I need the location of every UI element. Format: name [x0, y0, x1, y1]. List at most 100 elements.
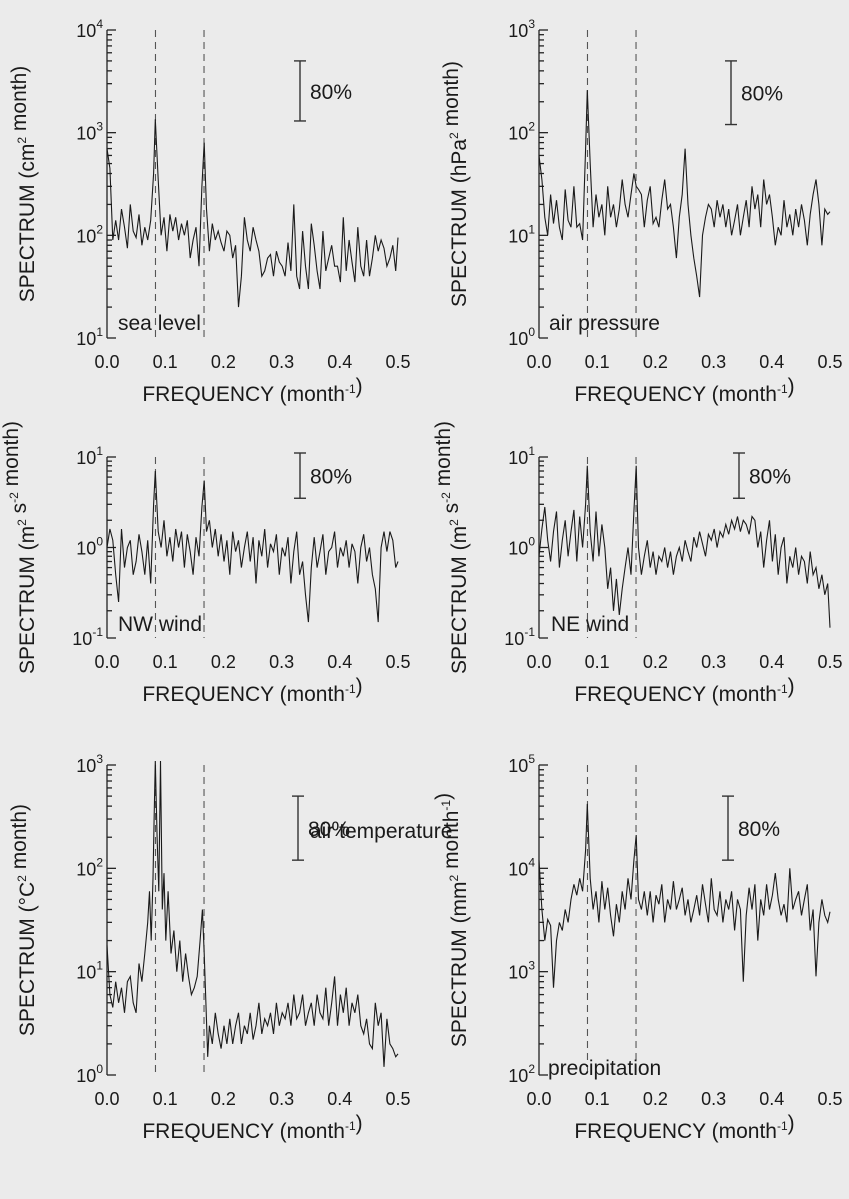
confidence-bar	[722, 795, 734, 861]
x-tick-label: 0.1	[153, 352, 178, 372]
x-tick-label: 0.4	[759, 352, 784, 372]
panel-label: NW wind	[118, 613, 202, 636]
y-tick-label: 102	[76, 855, 103, 879]
y-axis-label: SPECTRUM (cm2 month)	[8, 66, 39, 303]
confidence-label: 80%	[310, 466, 352, 489]
panel-label: precipitation	[548, 1057, 661, 1080]
x-tick-label: 0.1	[585, 352, 610, 372]
y-tick-label: 104	[508, 855, 535, 879]
panel-label: air pressure	[549, 312, 660, 335]
y-tick-label: 103	[76, 120, 103, 144]
y-tick-label: 103	[508, 17, 535, 41]
spectrum-line	[106, 470, 399, 623]
spectrum-panel-3: 10-1 100 101 0.0 0.1 0.2 0.3 0.4 0.5 FREQUENCY (m…	[0, 421, 411, 706]
x-tick-label: 0.5	[385, 1089, 410, 1109]
x-tick-label: 0.2	[643, 1089, 668, 1109]
y-tick-label: 100	[508, 325, 535, 349]
spectrum-line	[106, 760, 399, 1067]
x-tick-label: 0.1	[585, 652, 610, 672]
y-tick-label: 105	[508, 752, 535, 776]
y-tick-label: 100	[76, 535, 103, 559]
y-tick-label: 102	[508, 1062, 535, 1086]
x-tick-label: 0.2	[211, 652, 236, 672]
y-tick-label: 103	[508, 959, 535, 983]
x-tick-label: 0.0	[526, 352, 551, 372]
y-axis-label: SPECTRUM (°C2 month)	[8, 804, 39, 1036]
y-tick-label: 10-1	[504, 625, 535, 649]
confidence-label: 80%	[738, 818, 780, 841]
y-tick-label: 103	[76, 752, 103, 776]
x-axis-label: FREQUENCY (month-1)	[574, 1112, 794, 1143]
x-tick-label: 0.2	[211, 1089, 236, 1109]
y-tick-label: 102	[76, 222, 103, 246]
y-tick-label: 102	[508, 120, 535, 144]
x-tick-label: 0.5	[817, 1089, 842, 1109]
x-tick-label: 0.0	[94, 1089, 119, 1109]
x-tick-label: 0.4	[327, 652, 352, 672]
x-tick-label: 0.0	[94, 652, 119, 672]
confidence-label: 80%	[741, 83, 783, 106]
x-tick-label: 0.3	[701, 652, 726, 672]
x-tick-label: 0.3	[269, 1089, 294, 1109]
x-axis-label: FREQUENCY (month-1)	[142, 675, 362, 706]
x-tick-label: 0.0	[94, 352, 119, 372]
y-tick-label: 100	[508, 535, 535, 559]
x-tick-label: 0.5	[385, 652, 410, 672]
spectrum-panel-2: 100 101 102 103 0.0 0.1 0.2 0.3 0.4 0.5 FREQUENCY …	[440, 17, 843, 406]
spectrum-panel-6: 102 103 104 105 0.0 0.1 0.2 0.3 0.4 0.5 FREQUENCY …	[432, 752, 843, 1143]
x-axis-label: FREQUENCY (month-1)	[574, 675, 794, 706]
x-tick-label: 0.3	[701, 1089, 726, 1109]
x-tick-label: 0.2	[211, 352, 236, 372]
y-tick-label: 101	[508, 222, 535, 246]
confidence-bar	[725, 60, 737, 126]
spectrum-panel-4: 10-1 100 101 0.0 0.1 0.2 0.3 0.4 0.5 FREQUENCY (m…	[432, 421, 843, 706]
panel-label: air temperature	[310, 820, 452, 843]
x-tick-label: 0.4	[327, 1089, 352, 1109]
confidence-label: 80%	[310, 81, 352, 104]
x-tick-label: 0.0	[526, 652, 551, 672]
x-tick-label: 0.3	[701, 352, 726, 372]
panel-label: NE wind	[551, 613, 629, 636]
x-tick-label: 0.4	[327, 352, 352, 372]
x-tick-label: 0.1	[585, 1089, 610, 1109]
y-tick-label: 104	[76, 17, 103, 41]
y-tick-label: 10-1	[72, 625, 103, 649]
confidence-bar	[294, 60, 306, 122]
x-tick-label: 0.3	[269, 652, 294, 672]
spectrum-panel-5: 100 101 102 103 0.0 0.1 0.2 0.3 0.4 0.5 FREQUENCY …	[8, 752, 452, 1143]
x-tick-label: 0.4	[759, 1089, 784, 1109]
spectrum-panel-1: 101 102 103 104 0.0 0.1 0.2 0.3 0.4 0.5 FREQUENCY …	[8, 17, 411, 406]
y-axis-label: SPECTRUM (mm2 month-1)	[432, 793, 471, 1047]
x-tick-label: 0.4	[759, 652, 784, 672]
x-tick-label: 0.5	[385, 352, 410, 372]
y-axis-label: SPECTRUM (hPa2 month)	[440, 61, 471, 307]
x-tick-label: 0.5	[817, 352, 842, 372]
y-tick-label: 101	[76, 444, 103, 468]
x-tick-label: 0.3	[269, 352, 294, 372]
spectrum-line	[538, 465, 831, 628]
y-axis-label: SPECTRUM (m2 s-2 month)	[0, 421, 39, 674]
spectrum-line	[538, 803, 831, 988]
x-tick-label: 0.5	[817, 652, 842, 672]
y-axis-label: SPECTRUM (m2 s-2 month)	[432, 421, 471, 674]
panel-label: sea level	[118, 312, 201, 335]
y-tick-label: 100	[76, 1062, 103, 1086]
spectrum-line	[106, 119, 399, 308]
confidence-label: 80%	[749, 466, 791, 489]
x-tick-label: 0.0	[526, 1089, 551, 1109]
confidence-label: 80%	[308, 818, 350, 841]
confidence-bar	[294, 452, 306, 499]
confidence-bar	[292, 795, 304, 861]
x-axis-label: FREQUENCY (month-1)	[142, 375, 362, 406]
y-tick-label: 101	[76, 325, 103, 349]
x-axis-label: FREQUENCY (month-1)	[574, 375, 794, 406]
confidence-bar	[733, 452, 745, 499]
x-tick-label: 0.2	[643, 352, 668, 372]
y-tick-label: 101	[76, 959, 103, 983]
x-tick-label: 0.2	[643, 652, 668, 672]
spectrum-line	[538, 90, 831, 298]
y-tick-label: 101	[508, 444, 535, 468]
x-axis-label: FREQUENCY (month-1)	[142, 1112, 362, 1143]
x-tick-label: 0.1	[153, 652, 178, 672]
